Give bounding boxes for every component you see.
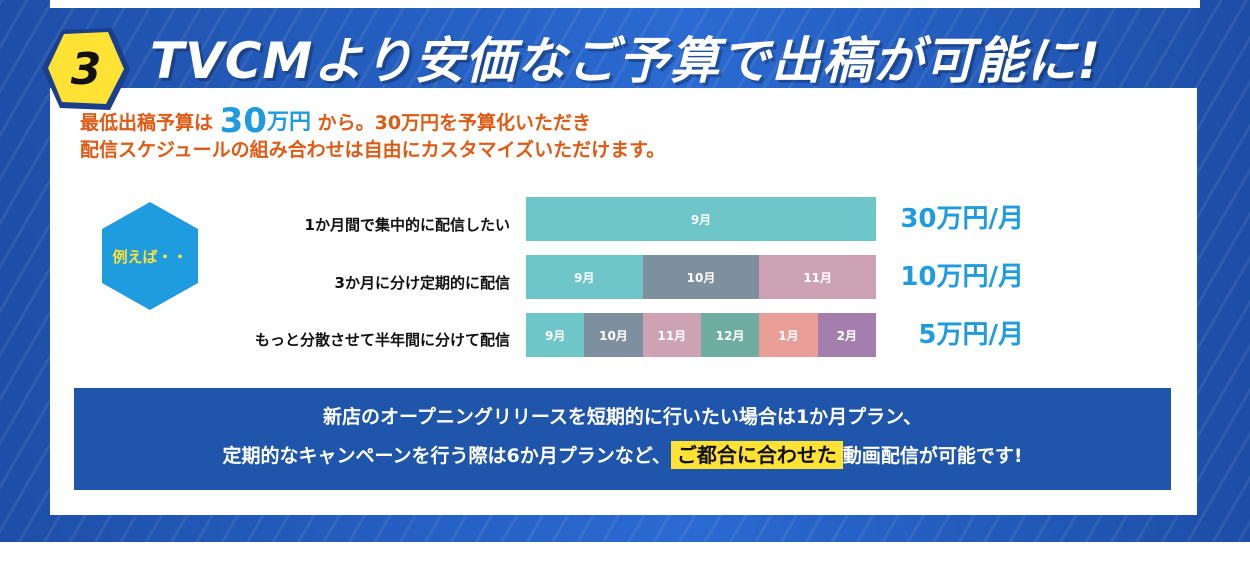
plan-3-segment: 1月 bbox=[759, 313, 818, 357]
plan-3-segment: 10月 bbox=[584, 313, 643, 357]
plan-2-bar: 9月 10月 11月 bbox=[526, 255, 877, 299]
plan-2-label: 3か月に分け定期的に配信 bbox=[334, 274, 510, 292]
plan-3-bar: 9月 10月 11月 12月 1月 2月 bbox=[526, 313, 876, 357]
badge-number: 3 bbox=[71, 44, 102, 95]
intro-line-1-tail: から。30万円を予算化いただき bbox=[317, 112, 592, 134]
badge-hexagon-shape bbox=[48, 32, 124, 104]
summary-box: 新店のオープニングリリースを短期的に行いたい場合は1か月プラン、 定期的なキャン… bbox=[74, 388, 1171, 490]
intro-line-1: 最低出稿予算は 30万円 から。30万円を予算化いただき bbox=[80, 104, 665, 138]
intro-text: 最低出稿予算は 30万円 から。30万円を予算化いただき 配信スケジュールの組み… bbox=[80, 104, 666, 164]
intro-line-2: 配信スケジュールの組み合わせは自由にカスタマイズいただけます。 bbox=[80, 139, 666, 161]
summary-line-2-lead: 定期的なキャンペーンを行う際は6か月プランなど、 bbox=[222, 445, 671, 467]
plan-2-segment: 11月 bbox=[759, 255, 877, 299]
example-badge: 例えば・・ bbox=[102, 202, 198, 310]
plan-3-segment: 9月 bbox=[526, 313, 585, 357]
summary-line-1: 新店のオープニングリリースを短期的に行いたい場合は1か月プラン、 bbox=[323, 406, 922, 428]
minimum-budget-amount: 30 bbox=[219, 101, 267, 141]
plan-1-label: 1か月間で集中的に配信したい bbox=[304, 216, 510, 234]
plan-2-price: 10万円/月 bbox=[900, 262, 1024, 292]
section-heading: TVCMより安価なご予算で出稿が可能に! bbox=[150, 32, 1102, 90]
example-hexagon-shape bbox=[102, 202, 198, 310]
number-badge: 3 bbox=[42, 28, 130, 110]
plan-1-bar: 9月 bbox=[526, 197, 876, 241]
example-label: 例えば・・ bbox=[112, 248, 187, 266]
summary-highlight: ご都合に合わせた bbox=[670, 441, 843, 469]
summary-line-2-tail: 動画配信が可能です! bbox=[842, 445, 1023, 467]
plan-2-segment: 9月 bbox=[526, 255, 643, 299]
minimum-budget-unit: 万円 bbox=[266, 110, 311, 135]
plan-2-segment: 10月 bbox=[642, 255, 760, 299]
intro-line-1-lead: 最低出稿予算は bbox=[80, 112, 214, 134]
plan-1-segment: 9月 bbox=[526, 197, 876, 241]
previous-panel-edge bbox=[50, 0, 1200, 8]
plan-3-segment: 12月 bbox=[700, 313, 760, 357]
plan-3-segment: 11月 bbox=[642, 313, 701, 357]
summary-line-2: 定期的なキャンペーンを行う際は6か月プランなど、 ご都合に合わせた 動画配信が可能で… bbox=[74, 440, 1171, 471]
plan-1-price: 30万円/月 bbox=[900, 204, 1024, 234]
plan-3-segment: 2月 bbox=[817, 313, 876, 357]
plan-3-label: もっと分散させて半年間に分けて配信 bbox=[254, 331, 510, 349]
plan-3-price: 5万円/月 bbox=[918, 320, 1024, 350]
